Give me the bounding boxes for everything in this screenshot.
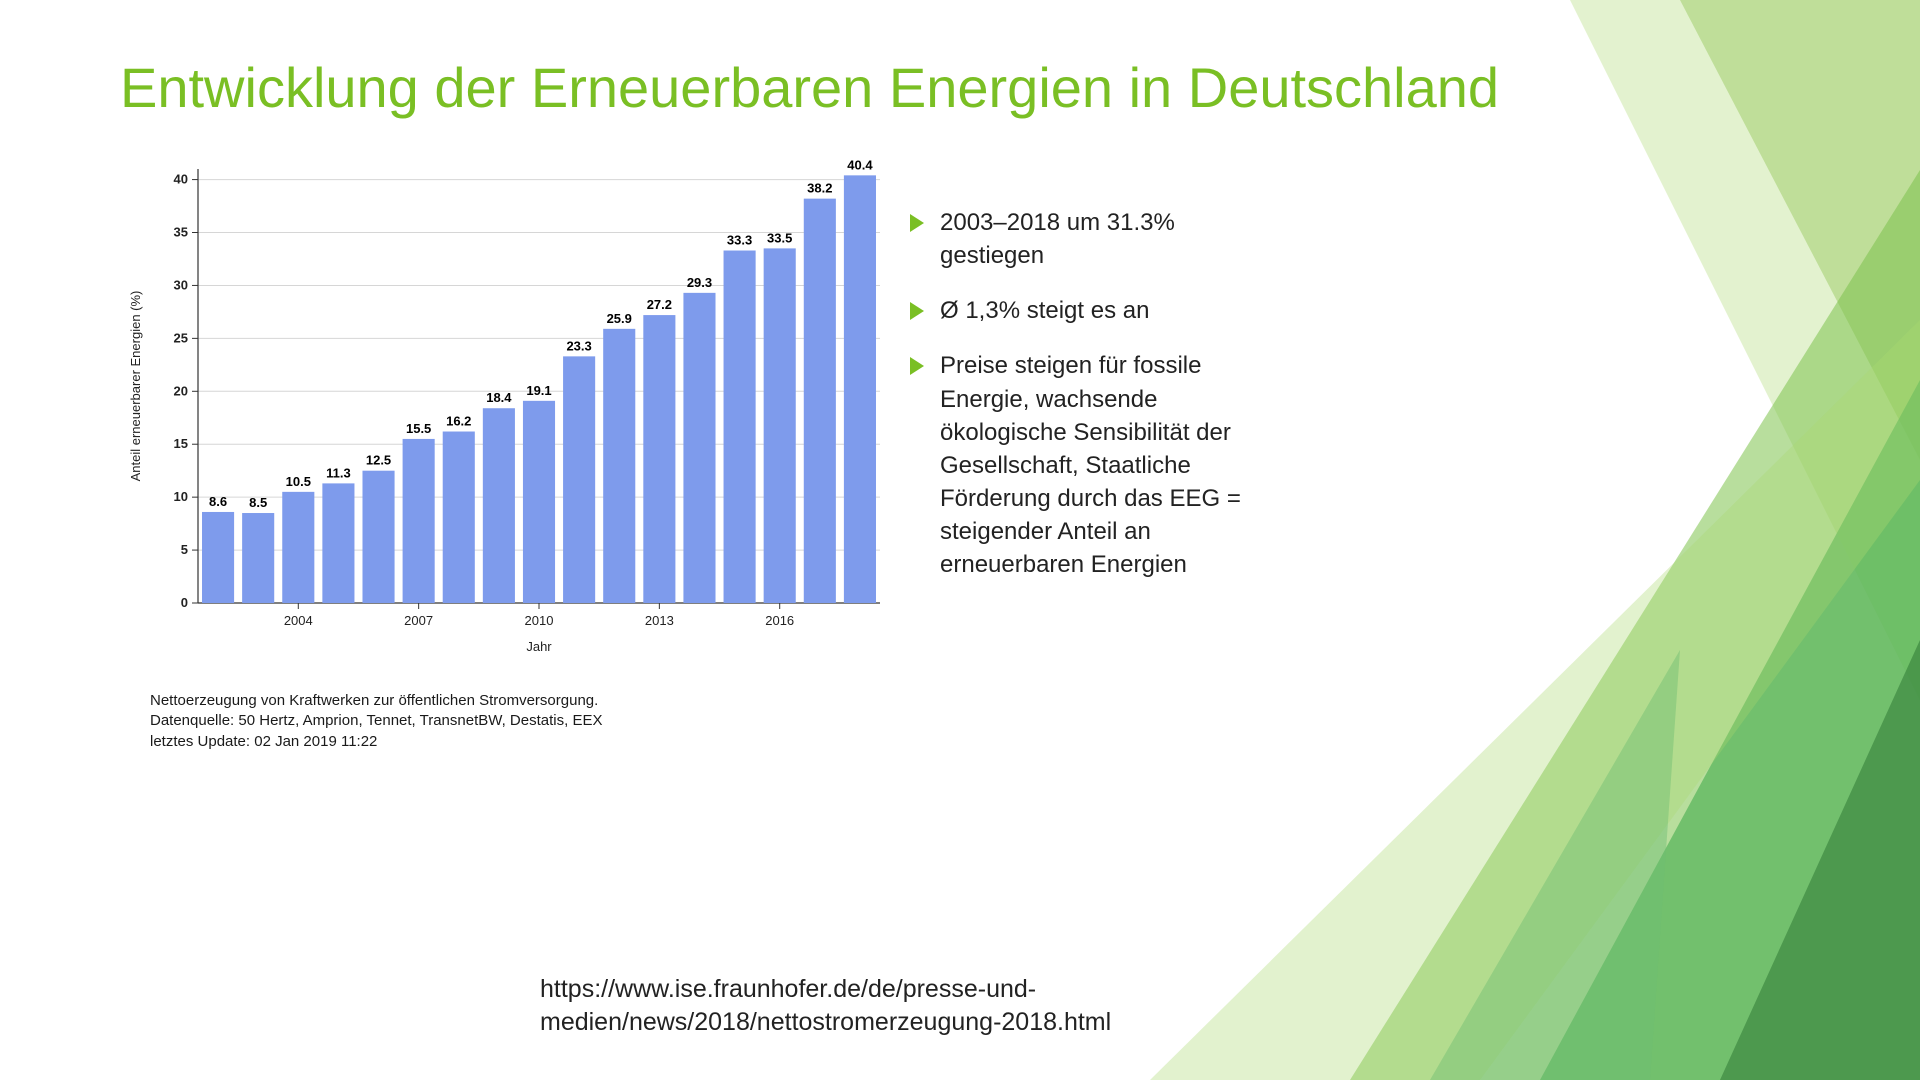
caption-line: Datenquelle: 50 Hertz, Amprion, Tennet, … — [150, 711, 890, 731]
bullet-item: 2003–2018 um 31.3% gestiegen — [910, 206, 1250, 272]
svg-text:16.2: 16.2 — [446, 414, 471, 429]
svg-text:2007: 2007 — [404, 613, 433, 628]
bullet-list: 2003–2018 um 31.3% gestiegen Ø 1,3% steig… — [910, 151, 1250, 603]
triangle-bullet-icon — [910, 302, 924, 320]
svg-text:38.2: 38.2 — [807, 181, 832, 196]
caption-line: letztes Update: 02 Jan 2019 11:22 — [150, 732, 890, 752]
svg-text:27.2: 27.2 — [647, 297, 672, 312]
bullet-text: Preise steigen für fossile Energie, wach… — [940, 349, 1250, 581]
svg-text:33.3: 33.3 — [727, 233, 752, 248]
svg-text:0: 0 — [181, 595, 188, 610]
bullet-text: 2003–2018 um 31.3% gestiegen — [940, 206, 1250, 272]
svg-text:5: 5 — [181, 542, 188, 557]
svg-text:15.5: 15.5 — [406, 421, 431, 436]
renewables-bar-chart: 0 5 10 15 20 25 30 35 40 8.6 8.5 10.5 11.3 12.5 15.5 16… — [120, 151, 890, 661]
bullet-text: Ø 1,3% steigt es an — [940, 294, 1149, 327]
svg-text:Jahr: Jahr — [526, 639, 552, 654]
svg-text:25: 25 — [174, 330, 188, 345]
svg-text:2016: 2016 — [765, 613, 794, 628]
svg-text:10.5: 10.5 — [286, 474, 311, 489]
svg-text:15: 15 — [174, 436, 188, 451]
svg-text:25.9: 25.9 — [607, 311, 632, 326]
triangle-bullet-icon — [910, 214, 924, 232]
svg-text:20: 20 — [174, 383, 188, 398]
source-url-line: https://www.ise.fraunhofer.de/de/presse-… — [540, 973, 1111, 1007]
svg-text:Anteil erneuerbarer Energien (: Anteil erneuerbarer Energien (%) — [128, 291, 143, 482]
source-url-line: medien/news/2018/nettostromerzeugung-201… — [540, 1006, 1111, 1040]
svg-text:12.5: 12.5 — [366, 453, 391, 468]
svg-text:33.5: 33.5 — [767, 230, 792, 245]
svg-text:35: 35 — [174, 225, 188, 240]
svg-text:11.3: 11.3 — [326, 465, 351, 480]
svg-text:10: 10 — [174, 489, 188, 504]
svg-text:30: 30 — [174, 278, 188, 293]
svg-text:8.6: 8.6 — [209, 494, 227, 509]
svg-text:2010: 2010 — [525, 613, 554, 628]
svg-text:2013: 2013 — [645, 613, 674, 628]
chart-caption: Nettoerzeugung von Kraftwerken zur öffen… — [120, 691, 890, 752]
svg-text:40.4: 40.4 — [847, 157, 873, 172]
svg-text:2004: 2004 — [284, 613, 313, 628]
svg-text:18.4: 18.4 — [486, 390, 512, 405]
triangle-bullet-icon — [910, 357, 924, 375]
bullet-item: Preise steigen für fossile Energie, wach… — [910, 349, 1250, 581]
svg-text:29.3: 29.3 — [687, 275, 712, 290]
caption-line: Nettoerzeugung von Kraftwerken zur öffen… — [150, 691, 890, 711]
svg-text:19.1: 19.1 — [526, 383, 551, 398]
svg-text:23.3: 23.3 — [566, 338, 591, 353]
svg-text:8.5: 8.5 — [249, 495, 267, 510]
page-title: Entwicklung der Erneuerbaren Energien in… — [120, 55, 1830, 121]
source-url: https://www.ise.fraunhofer.de/de/presse-… — [540, 973, 1111, 1041]
bullet-item: Ø 1,3% steigt es an — [910, 294, 1250, 327]
svg-text:40: 40 — [174, 172, 188, 187]
